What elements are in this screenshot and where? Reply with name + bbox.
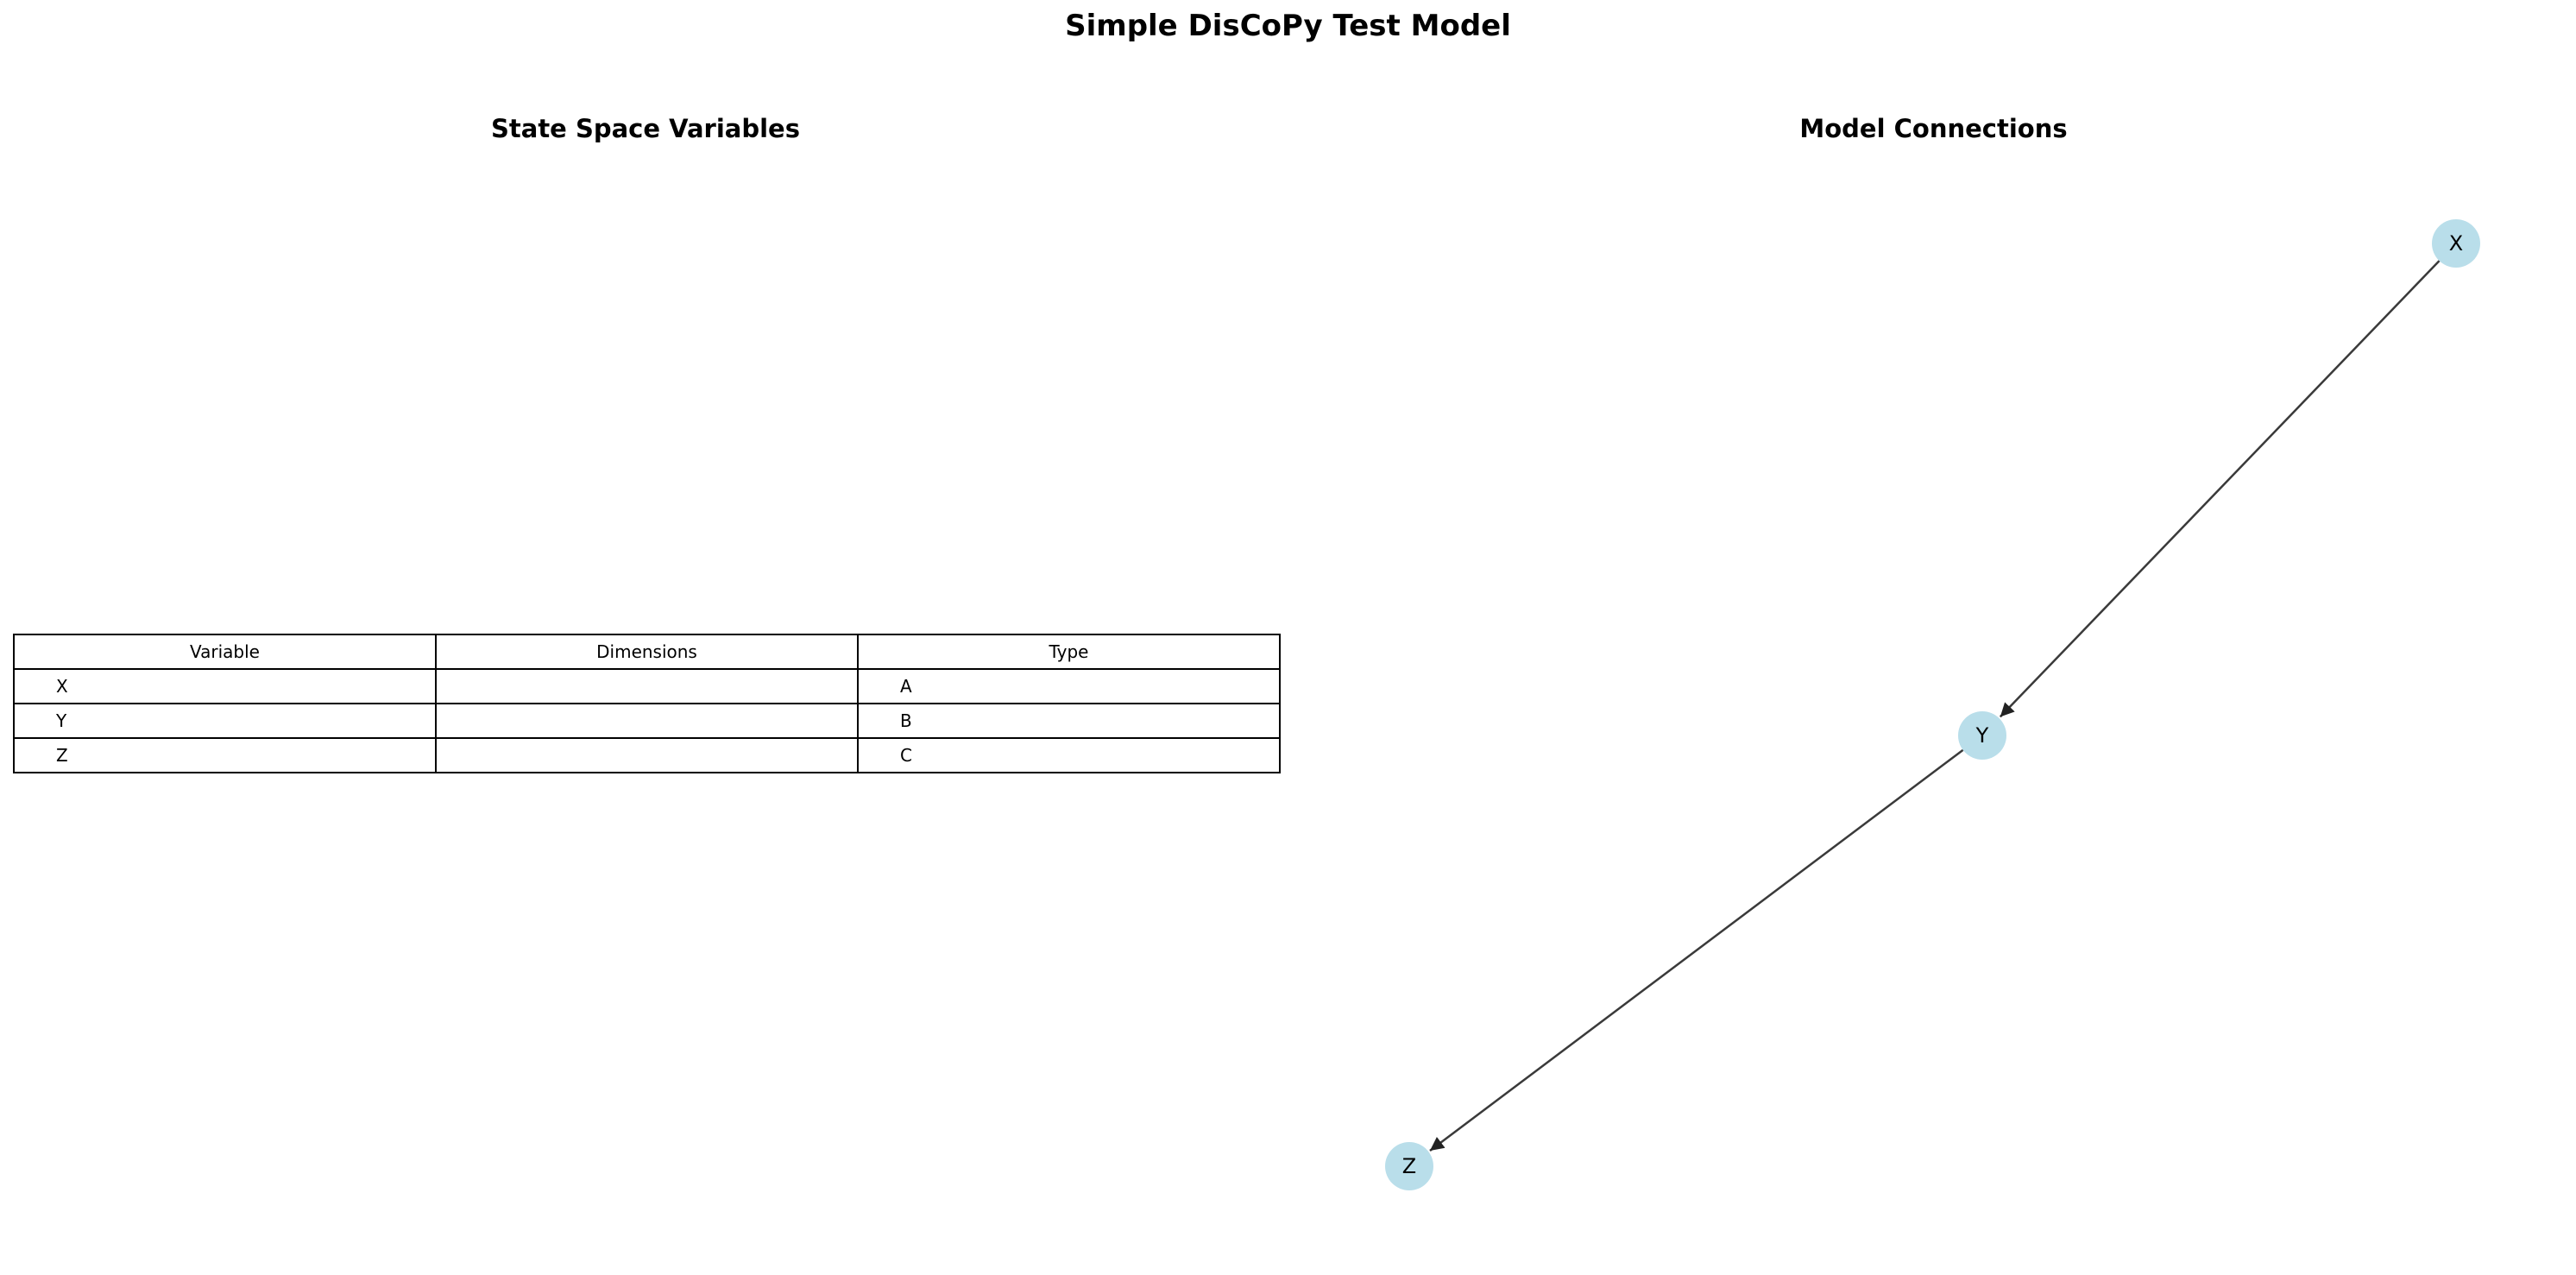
node-label: X [2449, 231, 2463, 256]
graph-node-z: Z [1385, 1142, 1433, 1190]
edges-layer [1429, 260, 2441, 1152]
table-header-row: Variable Dimensions Type [13, 634, 1281, 670]
figure-title: Simple DisCoPy Test Model [1065, 9, 1511, 43]
edge-x-to-y [1999, 260, 2441, 718]
dimensions-cell [435, 668, 859, 704]
table-row: Z C [13, 737, 1281, 773]
type-cell: C [857, 737, 1281, 773]
variable-cell: X [13, 668, 437, 704]
column-header-dimensions: Dimensions [435, 634, 859, 670]
nodes-layer: X Y Z [1385, 219, 2480, 1190]
node-label: Y [1975, 723, 1989, 748]
node-circle [2432, 219, 2480, 268]
column-header-variable: Variable [13, 634, 437, 670]
type-cell: B [857, 703, 1281, 739]
node-circle [1958, 711, 2006, 760]
table-row: Y B [13, 703, 1281, 739]
state-space-panel-title: State Space Variables [491, 114, 800, 143]
node-label: Z [1402, 1154, 1416, 1178]
dimensions-cell [435, 703, 859, 739]
table-row: X A [13, 668, 1281, 704]
state-space-variables-table: Variable Dimensions Type X A Y B Z C [13, 634, 1281, 773]
dimensions-cell [435, 737, 859, 773]
graph-node-y: Y [1958, 711, 2006, 760]
column-header-type: Type [857, 634, 1281, 670]
variable-cell: Z [13, 737, 437, 773]
edge-y-to-z [1429, 748, 1964, 1152]
node-circle [1385, 1142, 1433, 1190]
graph-node-x: X [2432, 219, 2480, 268]
type-cell: A [857, 668, 1281, 704]
connections-panel-title: Model Connections [1799, 114, 2068, 143]
variable-cell: Y [13, 703, 437, 739]
